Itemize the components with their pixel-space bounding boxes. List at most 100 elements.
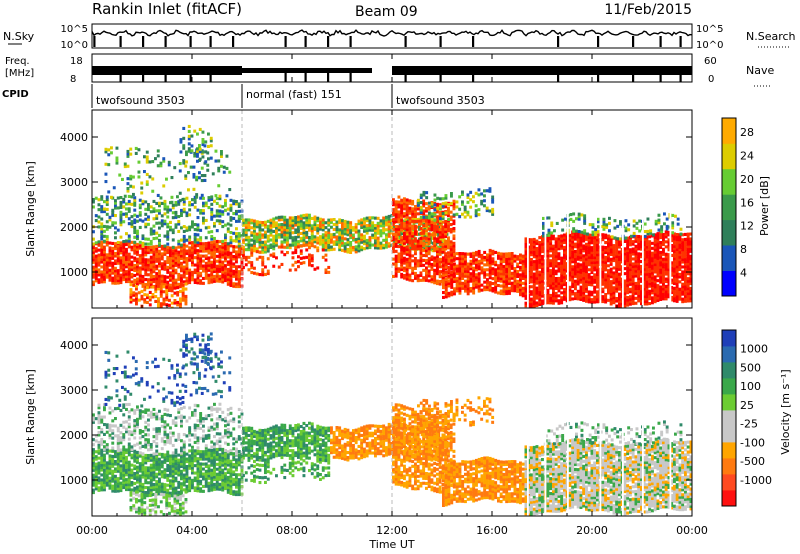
heatmap-cell	[222, 165, 226, 169]
heatmap-cell	[623, 272, 627, 276]
heatmap-cell	[560, 234, 564, 238]
heatmap-cell	[568, 298, 572, 302]
heatmap-cell	[488, 263, 492, 267]
heatmap-cell	[376, 224, 380, 228]
heatmap-cell	[136, 272, 139, 276]
heatmap-cell	[601, 297, 605, 301]
heatmap-cell	[571, 238, 575, 242]
heatmap-cell	[297, 255, 300, 259]
heatmap-cell	[488, 288, 492, 292]
heatmap-cell	[202, 254, 205, 258]
heatmap-cell	[664, 232, 668, 236]
heatmap-cell	[425, 278, 428, 282]
heatmap-cell	[485, 206, 489, 210]
heatmap-cell	[601, 277, 605, 281]
date-label: 11/Feb/2015	[604, 2, 692, 18]
heatmap-cell	[618, 285, 621, 289]
heatmap-cell	[557, 284, 561, 288]
heatmap-cell	[651, 296, 654, 300]
heatmap-cell	[645, 240, 649, 244]
heatmap-cell	[316, 226, 320, 230]
heatmap-cell	[648, 274, 652, 278]
heatmap-cell	[349, 223, 353, 227]
heatmap-cell	[200, 166, 204, 170]
heatmap-cell	[422, 258, 426, 262]
heatmap-cell	[535, 256, 539, 260]
heatmap-cell	[163, 219, 167, 223]
heatmap-cell	[352, 248, 355, 252]
heatmap-cell	[408, 236, 412, 240]
heatmap-cell	[564, 217, 567, 221]
heatmap-cell	[552, 266, 555, 270]
heatmap-cell	[207, 258, 211, 262]
heatmap-cell	[585, 245, 588, 249]
heatmap-cell	[656, 296, 660, 300]
heatmap-cell	[684, 287, 687, 291]
heatmap-cell	[105, 265, 109, 269]
heatmap-cell	[100, 205, 104, 209]
heatmap-cell	[659, 295, 663, 299]
heatmap-cell	[229, 251, 233, 255]
heatmap-cell	[374, 231, 377, 235]
heatmap-cell	[593, 246, 597, 250]
heatmap-cell	[400, 221, 404, 225]
heatmap-cell	[438, 247, 442, 251]
heatmap-cell	[563, 287, 566, 291]
heatmap-cell	[678, 240, 682, 244]
heatmap-cell	[653, 290, 657, 294]
heatmap-cell	[455, 269, 459, 273]
heatmap-cell	[181, 288, 185, 292]
heatmap-cell	[524, 269, 528, 273]
heatmap-cell	[590, 278, 594, 282]
heatmap-cell	[667, 287, 671, 291]
heatmap-cell	[463, 205, 467, 209]
heatmap-cell	[416, 274, 420, 278]
heatmap-cell	[438, 282, 442, 286]
heatmap-cell	[149, 210, 153, 214]
freq-band	[92, 66, 242, 75]
heatmap-cell	[261, 250, 265, 254]
heatmap-cell	[466, 284, 470, 288]
heatmap-cell	[156, 154, 160, 158]
heatmap-cell	[218, 277, 222, 281]
heatmap-cell	[648, 245, 652, 249]
heatmap-cell	[116, 246, 120, 250]
heatmap-cell	[141, 260, 145, 264]
heatmap-cell	[585, 294, 588, 298]
heatmap-cell	[133, 268, 137, 272]
heatmap-cell	[152, 229, 156, 233]
heatmap-cell	[297, 232, 300, 236]
heatmap-cell	[354, 247, 358, 251]
heatmap-cell	[422, 231, 426, 235]
heatmap-cell	[678, 245, 682, 249]
heatmap-cell	[681, 290, 685, 294]
heatmap-cell	[327, 221, 331, 225]
heatmap-cell	[651, 264, 654, 268]
heatmap-cell	[235, 200, 238, 204]
heatmap-cell	[166, 205, 170, 209]
heatmap-cell	[576, 242, 580, 246]
heatmap-cell	[447, 229, 450, 233]
heatmap-cell	[103, 275, 106, 279]
heatmap-cell	[196, 216, 200, 220]
heatmap-cell	[192, 173, 196, 177]
heatmap-cell	[411, 234, 415, 238]
heatmap-cell	[130, 275, 134, 279]
heatmap-cell	[662, 287, 665, 291]
heatmap-cell	[286, 231, 289, 235]
heatmap-cell	[308, 238, 311, 242]
heatmap-cell	[601, 287, 605, 291]
heatmap-cell	[387, 242, 391, 246]
nsky-drop	[632, 36, 635, 47]
heatmap-cell	[571, 265, 575, 269]
heatmap-cell	[604, 275, 608, 279]
heatmap-cell	[111, 261, 115, 265]
heatmap-cell	[405, 260, 409, 264]
freq-drop	[189, 70, 192, 82]
heatmap-cell	[118, 173, 122, 177]
heatmap-cell	[449, 230, 453, 234]
heatmap-cell	[235, 255, 238, 259]
heatmap-cell	[513, 281, 517, 285]
heatmap-cell	[497, 256, 500, 260]
heatmap-cell	[226, 262, 230, 266]
